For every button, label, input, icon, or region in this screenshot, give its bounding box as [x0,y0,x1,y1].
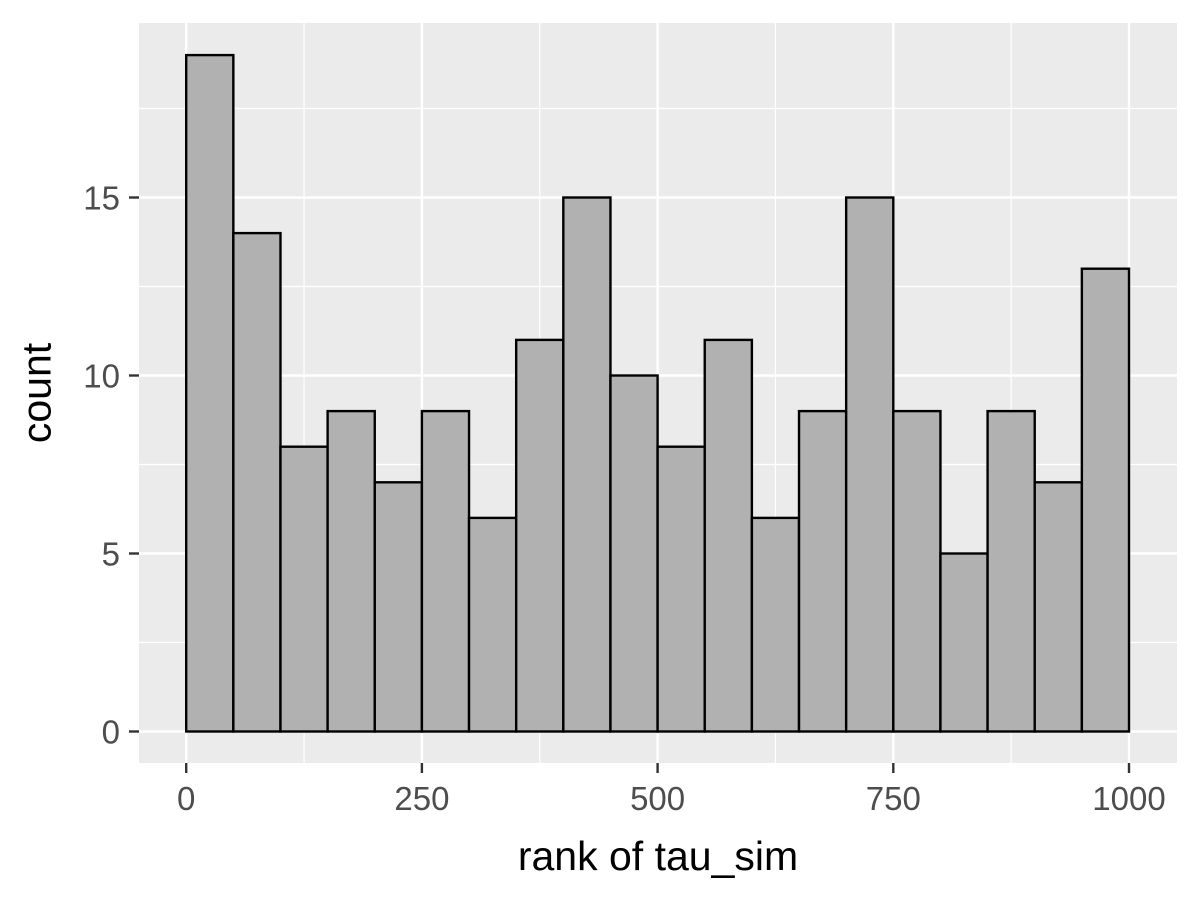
y-tick-label: 15 [83,180,120,217]
histogram-bar [420,409,471,733]
histogram-bar [232,231,282,733]
histogram-bar [279,445,329,733]
histogram-bar [1033,481,1084,733]
histogram-bar [939,552,989,733]
y-tick-label: 0 [102,714,120,751]
tick-labels: 0 5 10 15 0 250 500 750 1000 [83,180,1165,818]
histogram-bar [703,338,754,733]
y-axis-title: count [13,342,60,444]
histogram-bar [467,516,518,733]
histogram-bars [184,53,1131,733]
axis-ticks [129,196,1131,773]
histogram-bar [326,409,376,733]
x-tick-label: 1000 [1092,780,1165,817]
histogram-bar [844,196,895,733]
histogram-bar [184,53,235,733]
x-tick-label: 0 [177,780,195,817]
x-axis-title: rank of tau_sim [517,833,799,879]
histogram-bar [797,409,848,733]
histogram-bar [514,338,565,733]
y-tick-label: 10 [83,358,120,395]
histogram-bar [609,374,659,733]
histogram-bar [562,196,612,733]
histogram-bar [373,481,424,733]
x-tick-label: 750 [866,780,921,817]
y-tick-label: 5 [102,536,120,573]
histogram-bar [656,445,706,733]
histogram-bar [1080,267,1131,733]
histogram-bar [892,409,942,733]
x-tick-label: 250 [394,780,449,817]
histogram-bar [750,516,801,733]
x-tick-label: 500 [630,780,685,817]
histogram-bar [986,409,1036,733]
